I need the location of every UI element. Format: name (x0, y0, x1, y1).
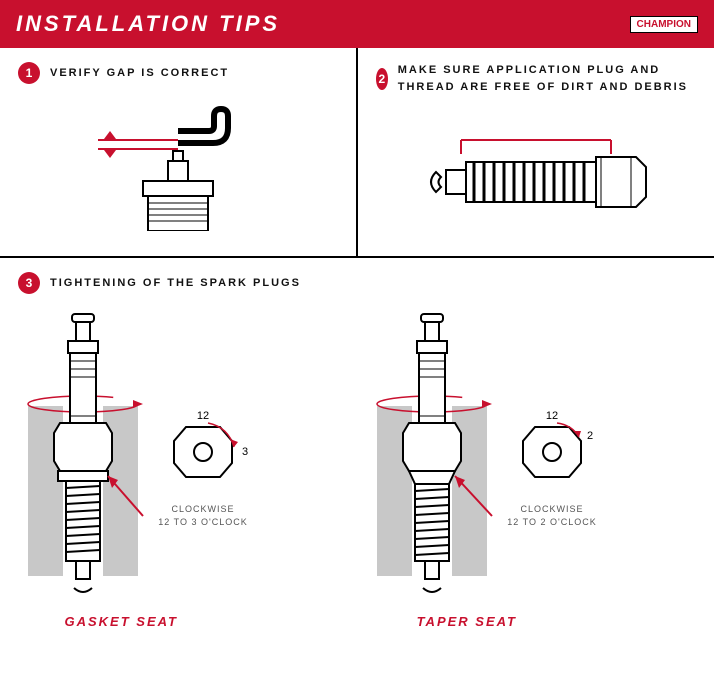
gasket-seat-section: GASKET SEAT 12 3 CLOCKWISE 12 TO 3 O'CLOC… (18, 306, 347, 629)
top-row: 1 VERIFY GAP IS CORRECT 2 (0, 48, 714, 258)
step-2-panel: 2 MAKE SURE APPLICATION PLUG AND THREAD … (358, 48, 714, 256)
thread-diagram (376, 107, 696, 247)
taper-seat-label: TAPER SEAT (367, 614, 517, 629)
step-1-panel: 1 VERIFY GAP IS CORRECT (0, 48, 358, 256)
taper-seat-section: TAPER SEAT 12 2 CLOCKWISE 12 TO 2 O'CLOCK (367, 306, 696, 629)
gap-diagram (18, 96, 338, 236)
header-bar: INSTALLATION TIPS CHAMPION (0, 0, 714, 48)
step-title-2: MAKE SURE APPLICATION PLUG AND THREAD AR… (398, 62, 696, 95)
page-title: INSTALLATION TIPS (16, 11, 280, 37)
gasket-seat-label: GASKET SEAT (18, 614, 178, 629)
step-badge-3: 3 (18, 272, 40, 294)
svg-text:12: 12 (546, 410, 558, 422)
spark-plug-taper: TAPER SEAT (367, 306, 497, 629)
step-title-3: TIGHTENING OF THE SPARK PLUGS (50, 277, 301, 289)
step-badge-2: 2 (376, 68, 388, 90)
svg-text:12: 12 (197, 410, 209, 422)
step-3-panel: 3 TIGHTENING OF THE SPARK PLUGS (0, 258, 714, 643)
clock-label-r1: CLOCKWISE (520, 504, 583, 514)
step-badge-1: 1 (18, 62, 40, 84)
svg-text:2: 2 (587, 430, 593, 442)
clock-label-l1: CLOCKWISE (171, 504, 234, 514)
step-title-1: VERIFY GAP IS CORRECT (50, 67, 229, 79)
clock-label-l2: 12 TO 3 O'CLOCK (158, 517, 247, 527)
clock-left: 12 3 CLOCKWISE 12 TO 3 O'CLOCK (158, 407, 248, 528)
svg-text:3: 3 (242, 446, 248, 458)
brand-badge: CHAMPION (630, 16, 698, 33)
clock-right: 12 2 CLOCKWISE 12 TO 2 O'CLOCK (507, 407, 597, 528)
spark-plug-gasket: GASKET SEAT (18, 306, 148, 629)
clock-label-r2: 12 TO 2 O'CLOCK (507, 517, 596, 527)
